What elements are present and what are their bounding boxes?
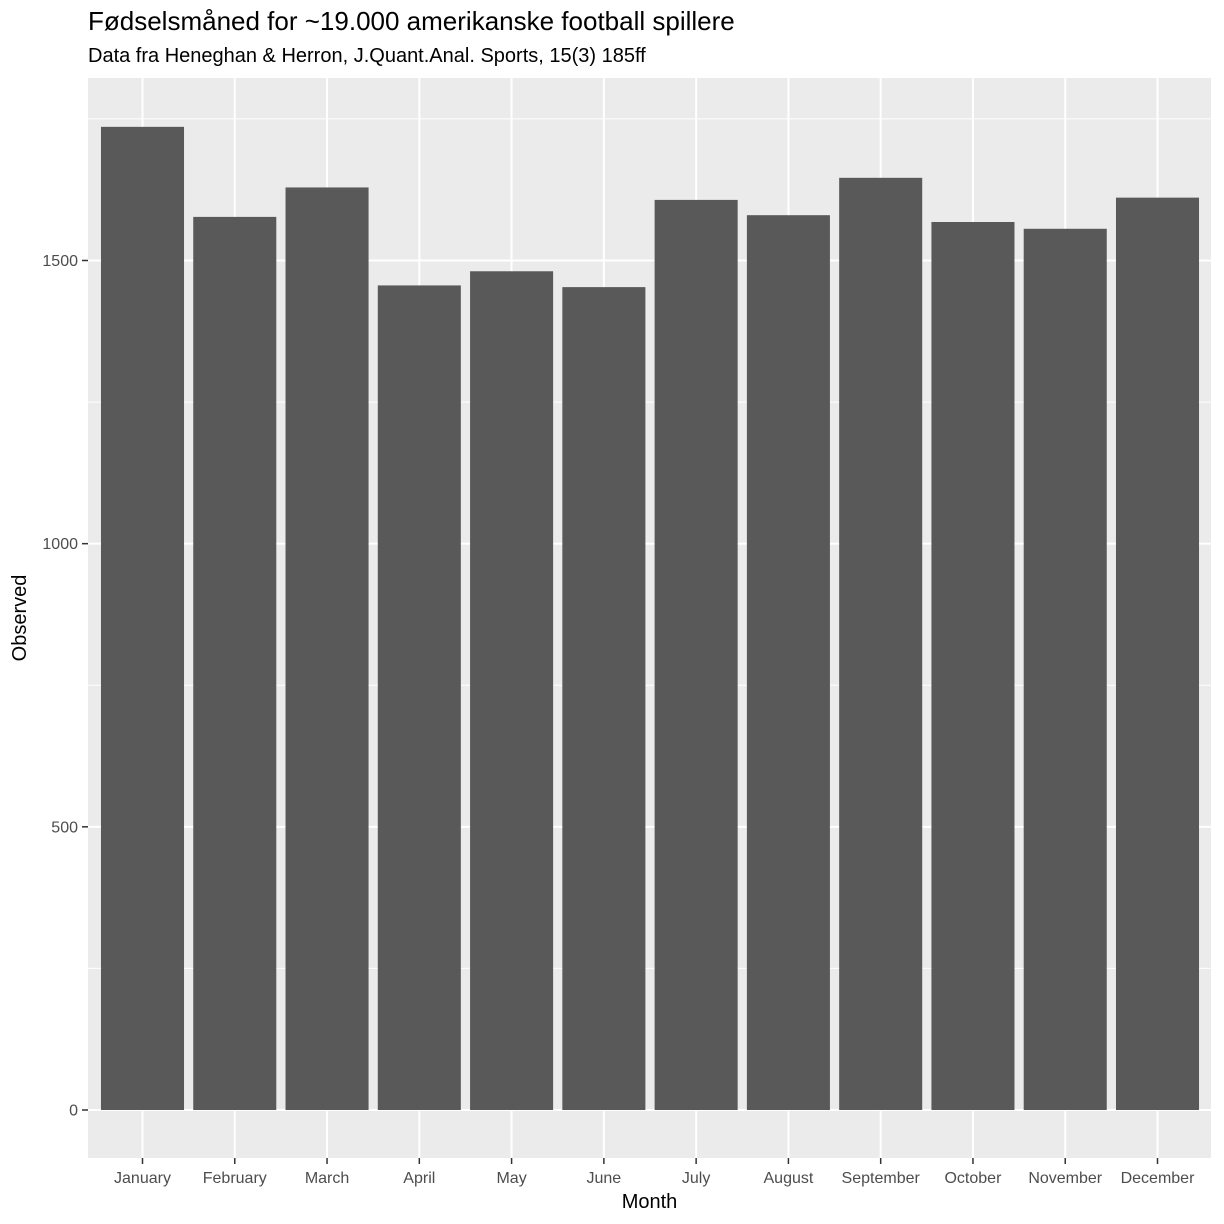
bar-october — [931, 221, 1015, 1111]
bar-march — [285, 187, 369, 1110]
bar-june — [562, 287, 646, 1110]
x-tick-label: August — [764, 1170, 814, 1187]
bar-november — [1023, 228, 1107, 1110]
y-tick-label: 0 — [69, 1103, 78, 1120]
x-tick-label: July — [682, 1170, 710, 1187]
bar-april — [377, 285, 461, 1110]
y-axis: 0 500 1000 1500 — [42, 253, 88, 1120]
x-tick-label: March — [305, 1170, 349, 1187]
x-tick-label: February — [203, 1170, 267, 1187]
x-tick-label: September — [842, 1170, 921, 1187]
y-tick-label: 1000 — [42, 536, 78, 553]
bars — [100, 126, 1200, 1111]
y-tick-label: 1500 — [42, 253, 78, 270]
x-tick-label: January — [114, 1170, 171, 1187]
x-tick-label: December — [1121, 1170, 1195, 1187]
chart-title: Fødselsmåned for ~19.000 amerikanske foo… — [88, 6, 735, 36]
x-tick-label: June — [587, 1170, 622, 1187]
bar-december — [1115, 197, 1200, 1111]
bar-september — [839, 177, 923, 1111]
x-axis: January February March April May June July Augu… — [114, 1158, 1195, 1187]
bar-february — [193, 216, 277, 1110]
x-tick-label: May — [496, 1170, 526, 1187]
bar-july — [654, 199, 738, 1110]
x-tick-label: November — [1028, 1170, 1102, 1187]
y-tick-label: 500 — [51, 819, 78, 836]
chart-subtitle: Data fra Heneghan & Herron, J.Quant.Anal… — [88, 45, 646, 67]
x-tick-label: April — [403, 1170, 435, 1187]
y-axis-title: Observed — [9, 575, 31, 662]
bar-august — [746, 215, 830, 1110]
x-tick-label: October — [944, 1170, 1002, 1187]
bar-january — [100, 126, 185, 1110]
bar-may — [470, 271, 554, 1110]
x-axis-title: Month — [622, 1191, 678, 1213]
